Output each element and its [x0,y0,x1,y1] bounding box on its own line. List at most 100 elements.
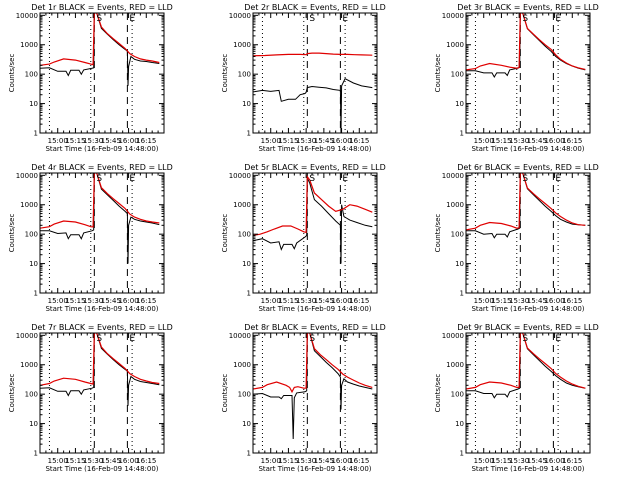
y-tick-label: 10000 [442,332,464,340]
x-tick-label: 15:15 [65,297,85,305]
x-tick-label: 15:45 [527,137,547,145]
end-marker-label: E [129,14,135,24]
x-tick-label: 15:30 [509,137,529,145]
end-marker-label: E [555,334,561,344]
x-tick-label: 15:30 [83,457,103,465]
end-marker-label: E [129,334,135,344]
plot-frame [465,332,591,454]
series-line-events [253,78,373,133]
y-tick-label: 1 [34,290,38,298]
y-tick-label: 1 [247,290,251,298]
y-tick-label: 1 [247,450,251,458]
x-tick-label: 16:15 [349,137,369,145]
series-line-events [40,13,160,86]
y-tick-label: 100 [238,71,251,79]
y-tick-label: 1 [34,130,38,138]
x-tick-label: 15:30 [83,297,103,305]
chart-panel-8: Det 8r BLACK = Events, RED = LLD S E 1 10 100… [221,323,386,473]
y-tick-label: 100 [25,231,38,239]
plot-frame [39,332,165,454]
y-tick-label: 10 [455,420,464,428]
plot-frame [465,172,591,294]
y-tick-label: 10 [242,420,251,428]
x-axis-label: Start Time (16-Feb-09 14:48:00) [258,145,371,153]
y-tick-label: 1000 [20,41,38,49]
series-line-events [253,333,373,440]
start-marker-label: S [522,14,528,24]
x-tick-label: 15:00 [474,297,494,305]
y-tick-label: 1000 [446,361,464,369]
chart-panel-4: Det 4r BLACK = Events, RED = LLD S E 1 10 100… [8,163,173,313]
x-tick-label: 16:00 [544,137,564,145]
x-tick-label: 15:15 [65,137,85,145]
y-tick-label: 1000 [446,201,464,209]
start-marker-label: S [96,14,102,24]
x-tick-label: 16:00 [118,297,138,305]
x-axis-label: Start Time (16-Feb-09 14:48:00) [45,145,158,153]
x-tick-label: 16:00 [331,297,351,305]
start-marker-label: S [309,334,315,344]
series-line-lld [40,13,160,66]
start-marker-label: S [309,174,315,184]
end-marker-label: E [342,14,348,24]
y-axis-label: Counts/sec [434,54,442,93]
y-tick-label: 10 [242,260,251,268]
series-line-events [40,333,160,406]
x-tick-label: 15:45 [101,297,121,305]
start-marker-label: S [96,174,102,184]
y-axis-label: Counts/sec [221,214,229,253]
x-tick-label: 15:00 [48,457,68,465]
y-axis-label: Counts/sec [8,214,16,253]
x-tick-label: 15:30 [296,457,316,465]
x-axis-label: Start Time (16-Feb-09 14:48:00) [471,305,584,313]
x-tick-label: 15:45 [314,137,334,145]
x-tick-label: 15:15 [65,457,85,465]
x-tick-label: 15:30 [509,297,529,305]
y-tick-label: 100 [451,391,464,399]
panel-title: Det 9r BLACK = Events, RED = LLD [457,323,599,332]
y-tick-label: 10 [242,100,251,108]
chart-panel-5: Det 5r BLACK = Events, RED = LLD S E 1 10 100… [221,163,386,313]
y-axis-label: Counts/sec [221,54,229,93]
series-line-lld [466,173,586,231]
x-tick-label: 15:30 [83,137,103,145]
y-tick-label: 10 [29,260,38,268]
x-tick-label: 16:15 [136,297,156,305]
plot-frame [39,172,165,294]
y-axis-label: Counts/sec [8,374,16,413]
x-tick-label: 15:30 [296,297,316,305]
y-tick-label: 10 [29,420,38,428]
series-line-lld [40,173,160,229]
y-axis-label: Counts/sec [8,54,16,93]
x-tick-label: 15:15 [491,457,511,465]
end-marker-label: E [555,174,561,184]
x-tick-label: 15:45 [101,457,121,465]
end-marker-label: E [342,334,348,344]
start-marker-label: S [522,334,528,344]
y-tick-label: 10 [29,100,38,108]
y-axis-label: Counts/sec [221,374,229,413]
y-tick-label: 1000 [233,41,251,49]
end-marker-label: E [342,174,348,184]
x-axis-label: Start Time (16-Feb-09 14:48:00) [258,465,371,473]
x-tick-label: 15:00 [474,457,494,465]
x-tick-label: 15:45 [527,457,547,465]
x-tick-label: 15:30 [509,457,529,465]
x-axis-label: Start Time (16-Feb-09 14:48:00) [45,305,158,313]
y-tick-label: 1000 [233,201,251,209]
start-marker-label: S [309,14,315,24]
chart-panel-3: Det 3r BLACK = Events, RED = LLD S E 1 10 100… [434,3,599,153]
panel-title: Det 7r BLACK = Events, RED = LLD [31,323,173,332]
panel-title: Det 3r BLACK = Events, RED = LLD [457,3,599,12]
y-tick-label: 1 [34,450,38,458]
x-tick-label: 16:15 [562,457,582,465]
y-tick-label: 1000 [20,361,38,369]
x-tick-label: 16:15 [349,297,369,305]
x-tick-label: 15:45 [527,297,547,305]
x-tick-label: 16:00 [544,297,564,305]
x-tick-label: 16:15 [136,457,156,465]
x-tick-label: 16:00 [331,457,351,465]
x-tick-label: 15:15 [278,137,298,145]
x-tick-label: 15:00 [474,137,494,145]
end-marker-label: E [555,14,561,24]
